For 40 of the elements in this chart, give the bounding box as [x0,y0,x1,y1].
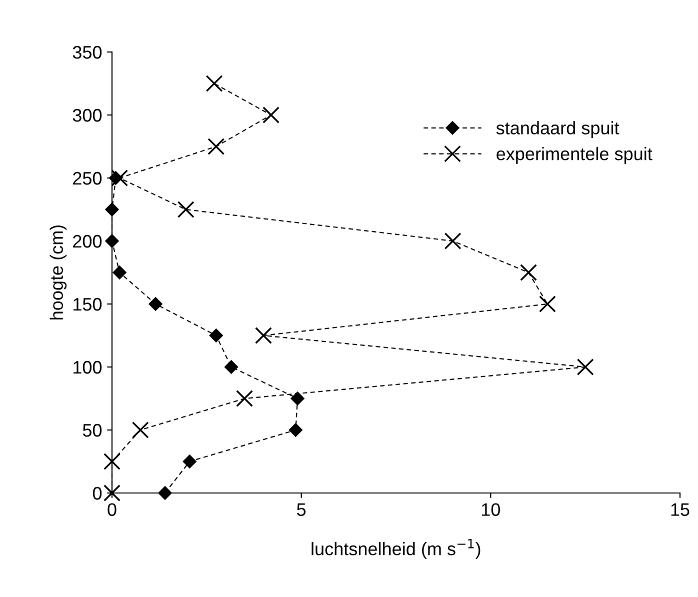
point [288,423,302,437]
x-tick-label: 15 [671,503,690,516]
y-tick-label: 250 [73,172,102,185]
point [206,75,223,92]
x-tick-label: 10 [482,503,500,516]
point [520,264,538,281]
point [576,358,594,376]
x-tick-label: 5 [297,503,306,516]
y-tick-label: 100 [74,360,102,374]
y-axis-title: hoogte (cm) [50,225,67,320]
point [182,454,196,468]
point [112,266,126,280]
point [444,232,462,250]
point [105,234,119,248]
point [158,486,172,500]
point [104,484,120,502]
y-tick-label: 300 [72,108,102,122]
y-tick-label: 0 [92,486,102,500]
point [104,453,120,470]
point [224,360,238,374]
point [177,201,194,218]
legend-label: standaard spuit [496,121,620,138]
point [208,138,225,155]
point [111,170,128,186]
y-tick-label: 150 [74,298,102,311]
y-tick-label: 50 [82,424,102,437]
y-tick-label: 350 [72,46,102,59]
x-axis-title: luchtsnelheid (m s$^{−1}$) [312,539,480,559]
y-tick-label: 200 [73,234,102,248]
legend-label: experimentele spuit [496,147,652,164]
point [538,296,556,312]
point [254,327,272,344]
point [209,328,223,342]
x-tick-label: 0 [108,503,116,516]
point [262,106,280,124]
point [236,390,254,407]
point [290,392,304,406]
point [148,297,162,311]
point [132,422,149,438]
point [105,202,119,216]
